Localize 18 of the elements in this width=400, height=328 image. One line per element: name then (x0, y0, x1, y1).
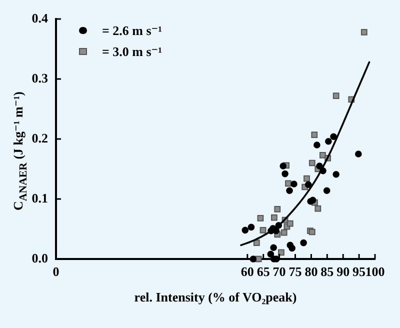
y-tick-label: 0.2 (32, 130, 48, 146)
x-tick-label: 60 (240, 264, 254, 280)
legend-label: = 2.6 m s⁻¹ (102, 22, 162, 38)
x-tick-label: 90 (336, 264, 350, 280)
legend-label: = 3.0 m s⁻¹ (102, 44, 162, 60)
x-tick-label: 70 (272, 264, 286, 280)
x-tick-label: 100 (365, 264, 385, 280)
x-tick-label: 75 (288, 264, 302, 280)
y-tick-label: 0.4 (32, 10, 48, 26)
x-tick-label: 80 (304, 264, 318, 280)
x-tick-label: 0 (52, 264, 60, 280)
x-axis-title: rel. Intensity (% of VO₂peak) (134, 290, 297, 305)
y-tick-label: 0.3 (32, 70, 48, 86)
y-tick-label: 0.1 (32, 190, 48, 206)
x-tick-label: 95 (352, 264, 366, 280)
y-tick-label: 0.0 (32, 250, 48, 266)
x-tick-label: 85 (320, 264, 334, 280)
x-tick-label: 65 (256, 264, 270, 280)
